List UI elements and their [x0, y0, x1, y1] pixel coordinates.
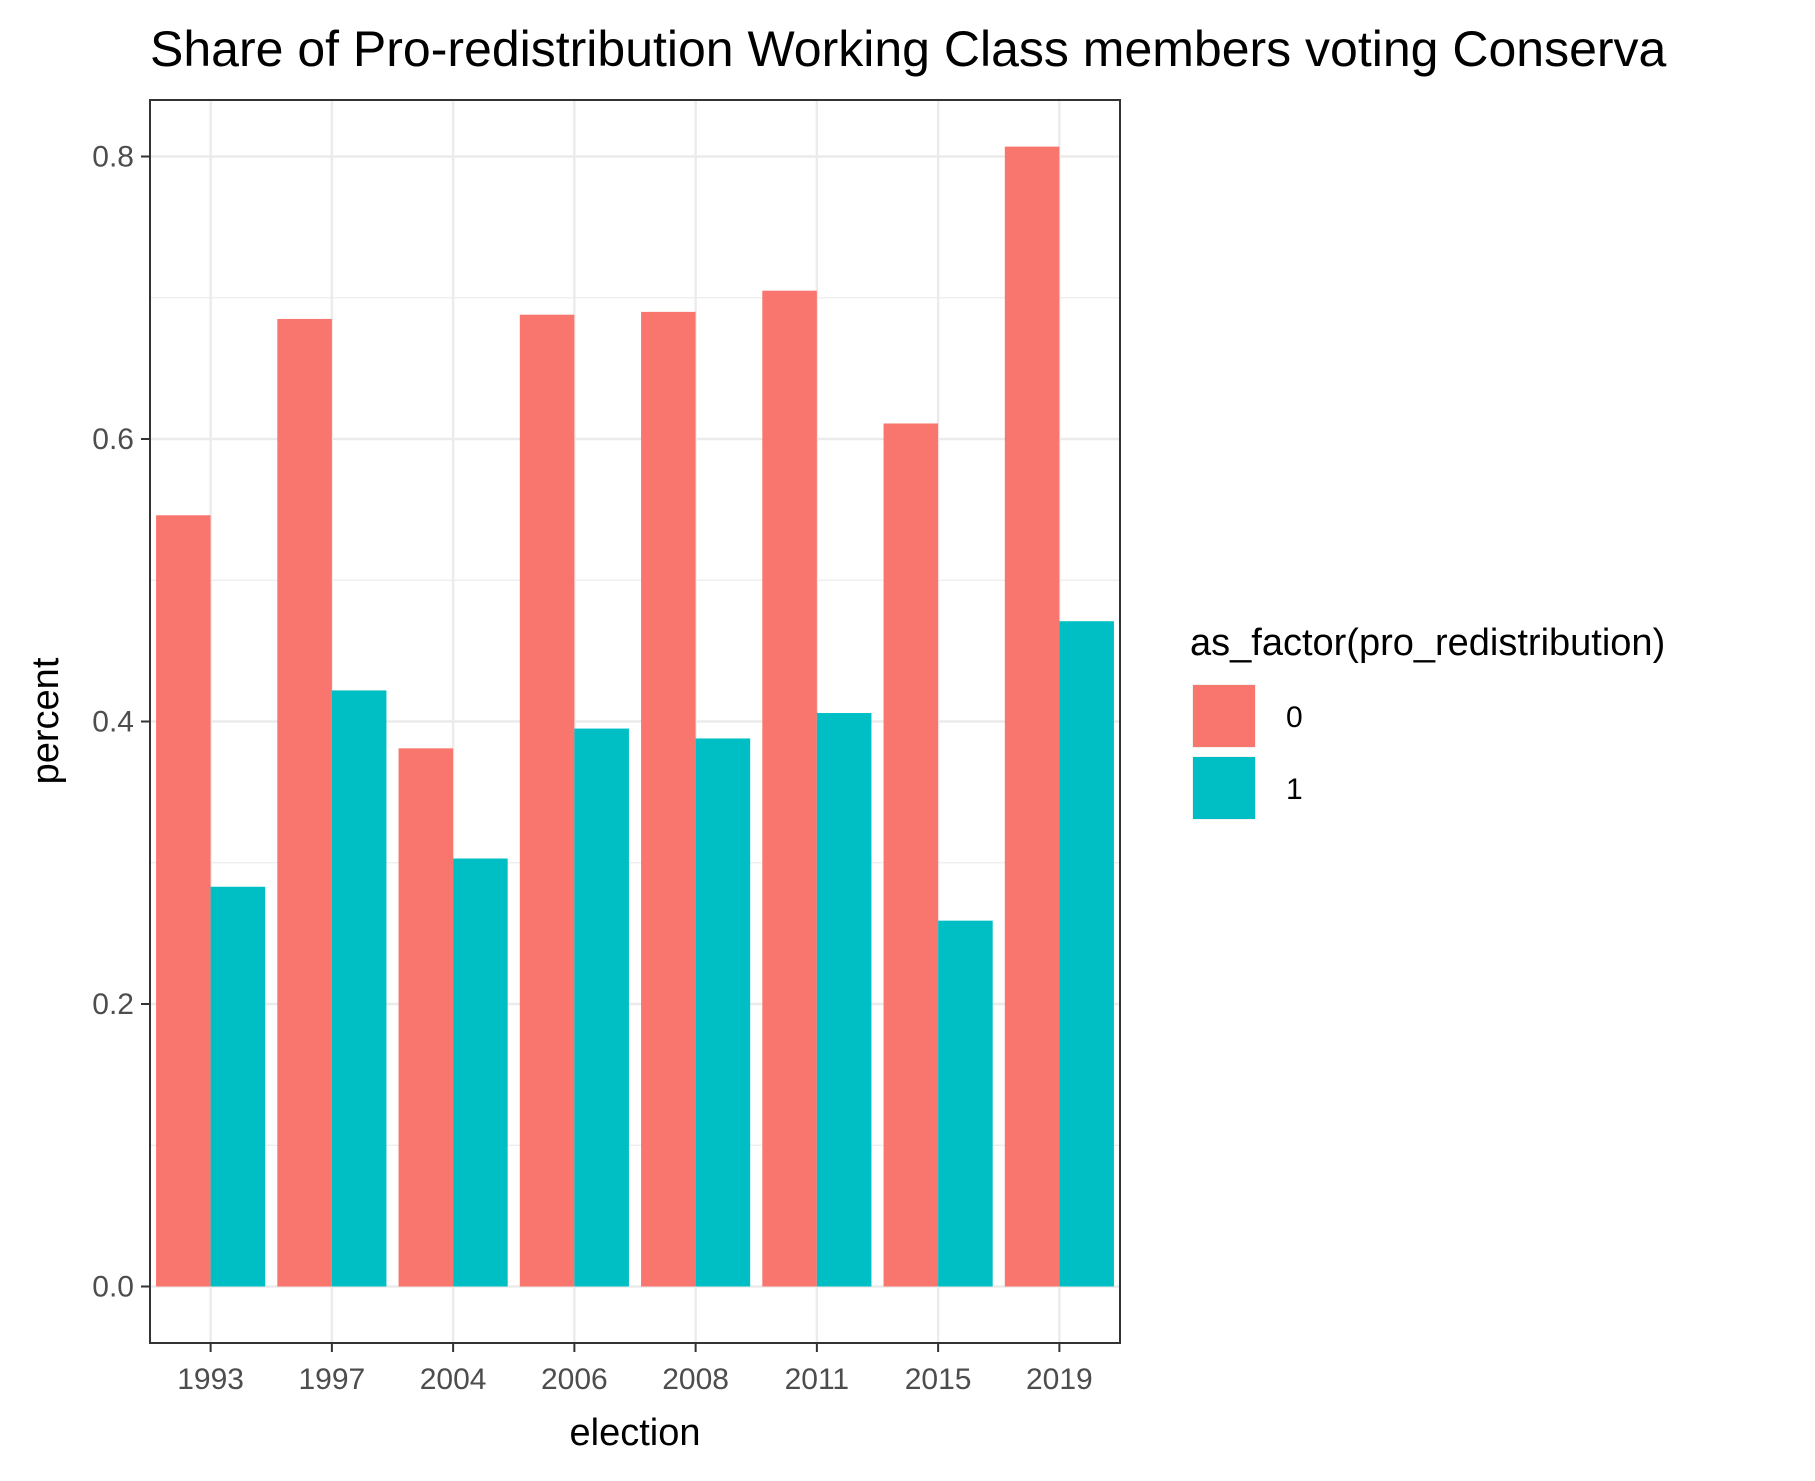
bar-2006-series-0	[519, 314, 575, 1287]
x-tick-label: 2006	[541, 1363, 608, 1396]
y-tick-label: 0.6	[92, 423, 134, 456]
legend-title: as_factor(pro_redistribution)	[1190, 622, 1665, 664]
bar-2004-series-0	[398, 748, 454, 1287]
x-tick-label: 2004	[420, 1363, 487, 1396]
chart-title: Share of Pro-redistribution Working Clas…	[150, 21, 1667, 77]
bar-2015-series-1	[938, 920, 993, 1287]
y-axis-title: percent	[25, 657, 67, 784]
bar-2011-series-1	[816, 713, 872, 1287]
bar-1993-series-0	[156, 515, 211, 1287]
y-axis: 0.0 0.2 0.4 0.6 0.8	[92, 141, 150, 1304]
legend-label-0: 0	[1286, 701, 1303, 734]
bar-1993-series-1	[210, 886, 266, 1287]
x-tick-label: 2015	[905, 1363, 972, 1396]
bar-2008-series-0	[641, 311, 696, 1287]
bar-2008-series-1	[695, 738, 751, 1287]
x-tick-label: 2019	[1026, 1363, 1093, 1396]
bar-2004-series-1	[453, 858, 508, 1287]
legend-label-1: 1	[1286, 773, 1303, 806]
x-tick-label: 1993	[177, 1363, 244, 1396]
bar-1997-series-0	[277, 318, 332, 1287]
bars	[156, 146, 1114, 1287]
bar-1997-series-1	[331, 690, 387, 1287]
bar-2019-series-1	[1059, 621, 1114, 1287]
y-tick-label: 0.8	[92, 141, 134, 174]
y-tick-label: 0.2	[92, 988, 134, 1021]
y-tick-label: 0.4	[92, 706, 134, 739]
legend-swatch-0	[1193, 685, 1255, 747]
y-tick-label: 0.0	[92, 1271, 134, 1304]
legend-swatch-1	[1193, 757, 1255, 819]
bar-2006-series-1	[574, 728, 629, 1287]
bar-2011-series-0	[762, 290, 817, 1287]
x-tick-label: 2008	[662, 1363, 729, 1396]
x-tick-label: 2011	[785, 1363, 850, 1396]
bar-2019-series-0	[1004, 146, 1060, 1287]
x-axis-title: election	[570, 1412, 701, 1454]
x-tick-label: 1997	[299, 1363, 366, 1396]
legend: as_factor(pro_redistribution) 0 1	[1190, 622, 1665, 820]
x-axis: 1993 1997 2004 2006 2008 2011 2015 2019	[177, 1343, 1093, 1396]
bar-2015-series-0	[883, 423, 939, 1287]
